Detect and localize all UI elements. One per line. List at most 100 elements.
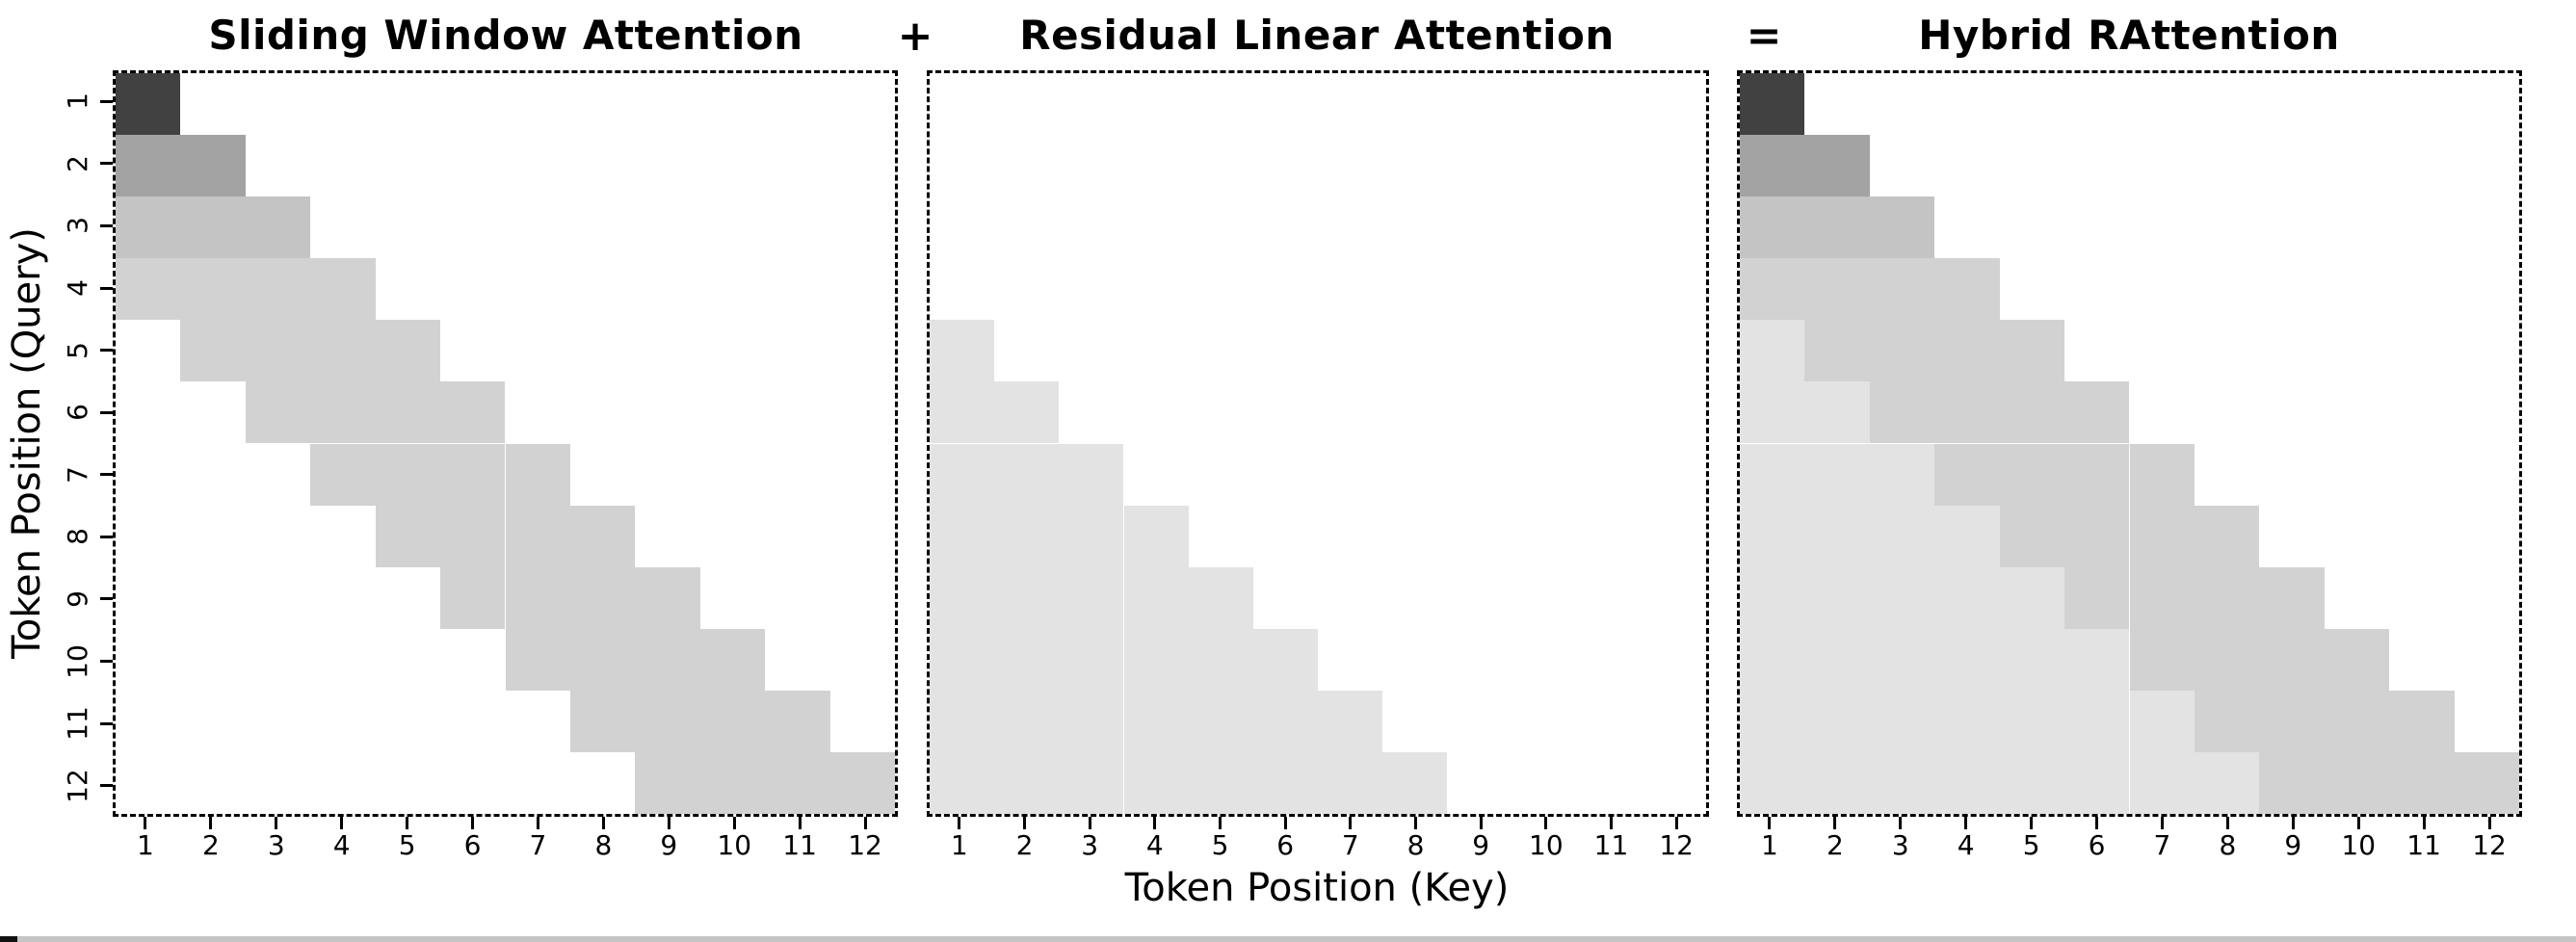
heatmap-cell (994, 381, 1060, 444)
panel-title-sliding-window: Sliding Window Attention (208, 12, 803, 59)
x-tick (1899, 817, 1903, 829)
x-tick-label: 9 (2284, 829, 2302, 861)
heatmap-cell (1934, 258, 2000, 321)
x-tick (798, 817, 802, 829)
x-tick-label: 6 (2088, 829, 2106, 861)
heatmap-cell (2389, 751, 2455, 814)
heatmap-cell (1999, 690, 2065, 752)
x-tick (1414, 817, 1417, 829)
x-tick-label: 11 (2406, 829, 2441, 861)
x-tick (406, 817, 409, 829)
heatmap-cell (1740, 690, 1805, 752)
x-tick (2160, 817, 2164, 829)
heatmap-cell (1999, 628, 2065, 691)
x-tick (1219, 817, 1222, 829)
y-tick (100, 223, 113, 227)
heatmap-cell (440, 566, 506, 629)
heatmap-cell (2064, 690, 2130, 752)
equals-operator: = (1746, 12, 1782, 61)
x-tick (2422, 817, 2426, 829)
bottom-left-dark-segment (0, 936, 17, 942)
heatmap-cell (2259, 628, 2325, 691)
heatmap-cell (1059, 566, 1124, 629)
heatmap-cell (1252, 690, 1318, 752)
heatmap-cell (2194, 690, 2260, 752)
heatmap-cell (635, 566, 700, 629)
heatmap-cell (1869, 258, 1935, 321)
heatmap-cell (765, 751, 830, 814)
x-tick-label: 12 (2472, 829, 2507, 861)
heatmap-cell (1740, 196, 1805, 259)
y-tick (100, 660, 113, 664)
x-tick (1023, 817, 1026, 829)
heatmap-cell (440, 443, 506, 506)
x-tick (536, 817, 539, 829)
heatmap-cell (2324, 751, 2390, 814)
x-tick (2030, 817, 2034, 829)
y-tick-label: 5 (61, 341, 93, 359)
heatmap-cell (375, 443, 441, 506)
heatmap-cell (1804, 196, 1870, 259)
x-tick-label: 5 (398, 829, 416, 861)
heatmap-cell (2064, 566, 2130, 629)
heatmap-cell (2064, 505, 2130, 567)
heatmap-panel-residual-linear (927, 70, 1709, 817)
heatmap-cell (1934, 628, 2000, 691)
heatmap-cell (994, 505, 1060, 567)
heatmap-cell (1934, 751, 2000, 814)
x-tick (1283, 817, 1287, 829)
x-tick-label: 12 (848, 829, 882, 861)
heatmap-cell (1999, 381, 2065, 444)
heatmap-cell (829, 751, 895, 814)
x-tick-label: 11 (1593, 829, 1629, 861)
heatmap-cell (1123, 505, 1189, 567)
heatmap-cell (2194, 628, 2260, 691)
heatmap-cell (245, 381, 311, 444)
x-tick (340, 817, 344, 829)
heatmap-cell (1804, 258, 1870, 321)
heatmap-cell (1059, 751, 1124, 814)
panel-title-hybrid-rattention: Hybrid RAttention (1918, 12, 2340, 59)
heatmap-cell (1740, 505, 1805, 567)
heatmap-cell (1740, 135, 1805, 197)
heatmap-cell (2194, 505, 2260, 567)
x-tick (863, 817, 867, 829)
x-tick-label: 9 (1472, 829, 1490, 861)
heatmap-cell (635, 751, 700, 814)
heatmap-cell (2259, 690, 2325, 752)
x-tick-label: 5 (1211, 829, 1229, 861)
x-tick (958, 817, 961, 829)
heatmap-cell (180, 258, 246, 321)
x-tick (1153, 817, 1157, 829)
y-tick (100, 721, 113, 725)
x-tick-label: 8 (1406, 829, 1425, 861)
heatmap-cell (1869, 443, 1935, 506)
heatmap-cell (2194, 566, 2260, 629)
heatmap-cell (1869, 751, 1935, 814)
x-tick (2291, 817, 2295, 829)
y-tick-label: 8 (61, 528, 93, 546)
heatmap-cell (2064, 381, 2130, 444)
x-tick (2487, 817, 2491, 829)
heatmap-cell (635, 690, 700, 752)
heatmap-cell (1252, 751, 1318, 814)
heatmap-cell (2324, 628, 2390, 691)
heatmap-cell (994, 443, 1060, 506)
x-tick-label: 4 (332, 829, 351, 861)
heatmap-cell (1188, 751, 1253, 814)
x-tick-label: 3 (1891, 829, 1909, 861)
x-tick-label: 4 (1145, 829, 1164, 861)
x-tick-label: 6 (463, 829, 482, 861)
heatmap-cell (2129, 751, 2195, 814)
heatmap-cell (1740, 381, 1805, 444)
heatmap-cell (1999, 443, 2065, 506)
x-tick (1479, 817, 1483, 829)
heatmap-cell (116, 135, 181, 197)
heatmap-cell (1059, 505, 1124, 567)
heatmap-cell (2129, 690, 2195, 752)
heatmap-cell (2194, 751, 2260, 814)
x-tick-label: 1 (137, 829, 154, 861)
heatmap-cell (1740, 73, 1805, 136)
heatmap-cell (994, 566, 1060, 629)
